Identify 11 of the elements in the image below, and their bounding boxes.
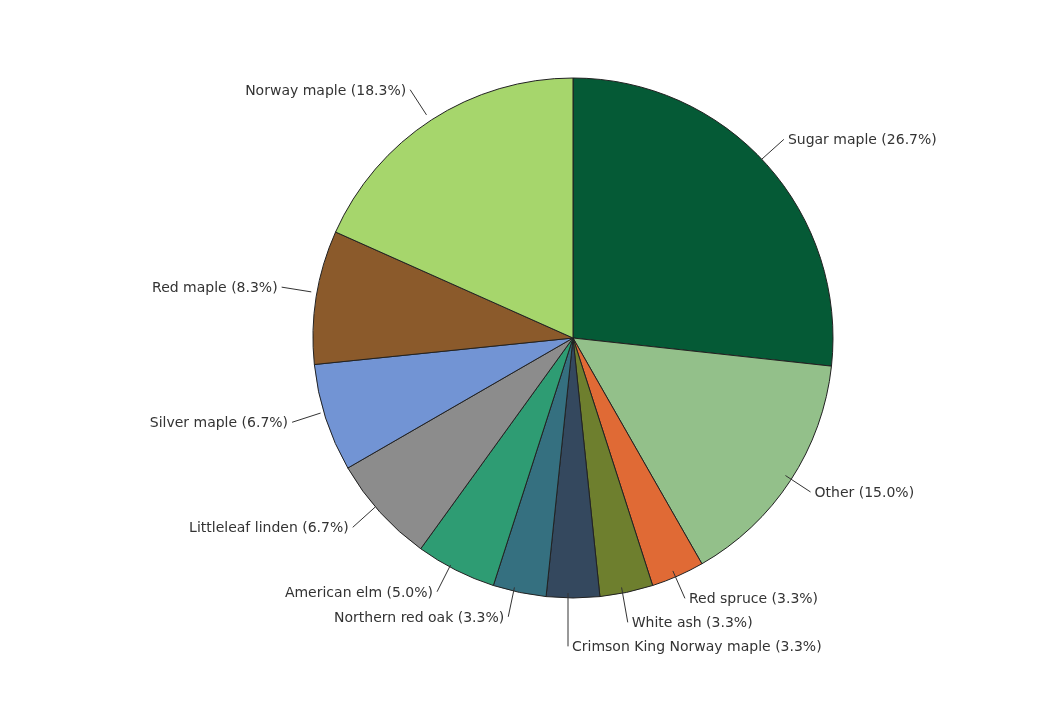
slice-label: Sugar maple (26.7%): [787, 131, 937, 148]
slice-label: White ash (3.3%): [631, 614, 753, 631]
slice-label: Other (15.0%): [814, 483, 915, 500]
slice-label: Littleleaf linden (6.7%): [189, 519, 349, 536]
slice-label: Red maple (8.3%): [152, 279, 278, 296]
slice-label: Norway maple (18.3%): [245, 81, 407, 98]
slice-label: Red spruce (3.3%): [688, 590, 819, 607]
slice-label: Silver maple (6.7%): [149, 414, 289, 431]
slice-label: American elm (5.0%): [284, 583, 434, 600]
slice-label: Crimson King Norway maple (3.3%): [572, 638, 822, 655]
slice-label: Northern red oak (3.3%): [334, 608, 505, 625]
